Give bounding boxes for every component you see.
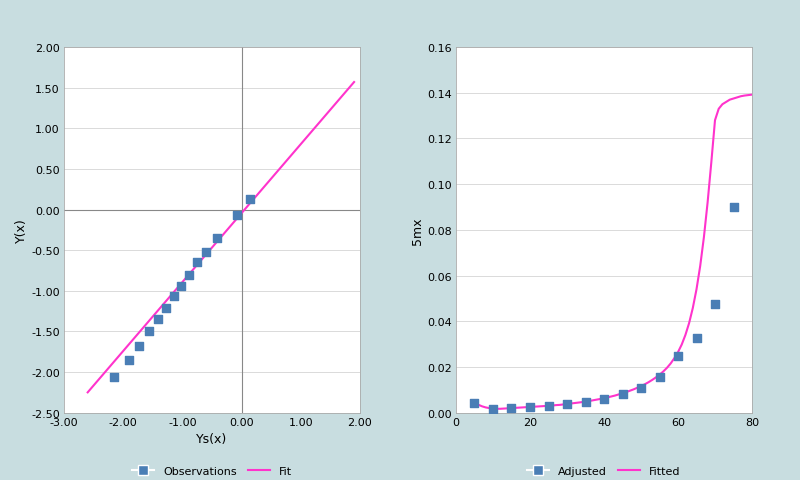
Point <box>616 391 629 398</box>
X-axis label: Ys(x): Ys(x) <box>196 432 228 445</box>
Point <box>634 384 647 392</box>
Legend: Observations, Fit: Observations, Fit <box>127 461 297 480</box>
Point <box>151 316 164 324</box>
Point <box>200 249 213 256</box>
Point <box>672 352 685 360</box>
Point <box>653 373 666 381</box>
Point <box>244 196 257 204</box>
Point <box>690 335 703 343</box>
Y-axis label: Y(x): Y(x) <box>15 218 28 243</box>
Point <box>122 356 135 364</box>
Point <box>210 235 223 242</box>
Point <box>159 304 172 312</box>
Legend: Adjusted, Fitted: Adjusted, Fitted <box>522 461 686 480</box>
Point <box>182 271 195 279</box>
Point <box>231 212 244 220</box>
Point <box>190 259 203 267</box>
Point <box>523 403 536 411</box>
Point <box>486 405 499 412</box>
Point <box>598 396 610 403</box>
Point <box>709 300 722 308</box>
Point <box>167 293 180 300</box>
Point <box>142 328 155 336</box>
Point <box>108 373 121 381</box>
Point <box>542 403 555 410</box>
Point <box>727 204 740 211</box>
Point <box>175 283 188 290</box>
Y-axis label: 5mx: 5mx <box>411 216 424 244</box>
Point <box>579 398 592 406</box>
Point <box>468 399 481 407</box>
Point <box>133 343 146 350</box>
Point <box>505 404 518 412</box>
Point <box>561 400 574 408</box>
